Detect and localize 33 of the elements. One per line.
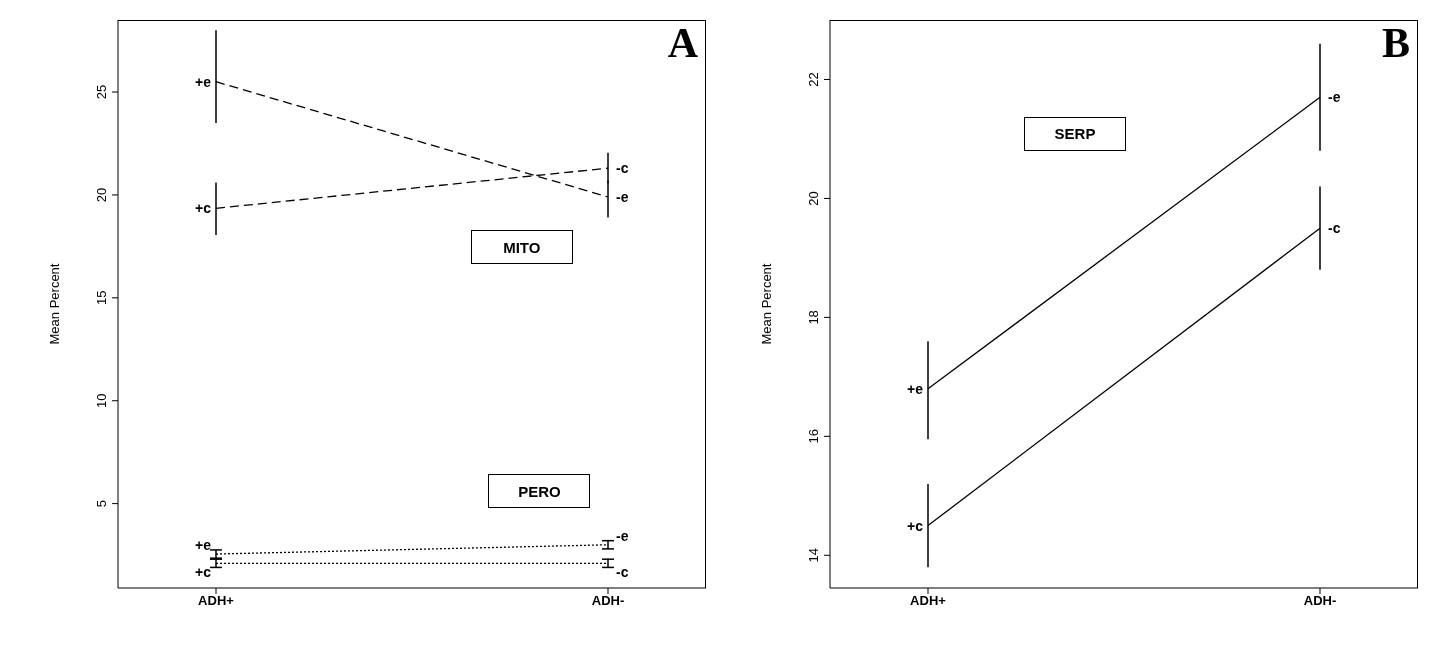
y-tick-label: 22 (806, 72, 821, 87)
y-tick-label: 15 (94, 290, 109, 306)
annotation: -c (1328, 220, 1341, 237)
y-tick-label: 18 (806, 310, 821, 325)
x-tick-label: ADH- (1303, 593, 1337, 609)
y-tick-label: 20 (94, 187, 109, 203)
annotation: +c (195, 200, 212, 217)
annotation: -c (616, 564, 629, 581)
annotation: -e (1328, 89, 1341, 106)
x-tick-label: ADH+ (198, 593, 235, 609)
x-tick-label: ADH+ (910, 593, 947, 609)
y-tick-label: 5 (94, 500, 109, 508)
annotation: -e (616, 527, 629, 544)
y-tick-label: 20 (806, 191, 821, 206)
chart-title: B (1381, 20, 1410, 66)
annotation: +c (907, 517, 924, 534)
y-tick-label: 10 (94, 393, 109, 408)
annotation: +c (195, 564, 212, 581)
annotation: -c (616, 160, 629, 177)
y-tick-label: 16 (806, 429, 821, 444)
annotation: +e (907, 380, 924, 397)
chart-title: A (667, 20, 698, 66)
y-tick-label: 14 (806, 548, 821, 563)
y-tick-label: 25 (94, 84, 109, 100)
x-tick-label: ADH- (591, 593, 625, 609)
y-axis-title: Mean Percent (758, 263, 774, 345)
y-axis-title: Mean Percent (46, 263, 62, 345)
annotation: PERO (488, 474, 591, 509)
annotation: SERP (1024, 116, 1127, 151)
annotation: MITO (470, 230, 573, 265)
annotation: -e (616, 188, 629, 205)
annotation: +e (195, 73, 212, 90)
annotation: +e (195, 537, 212, 554)
